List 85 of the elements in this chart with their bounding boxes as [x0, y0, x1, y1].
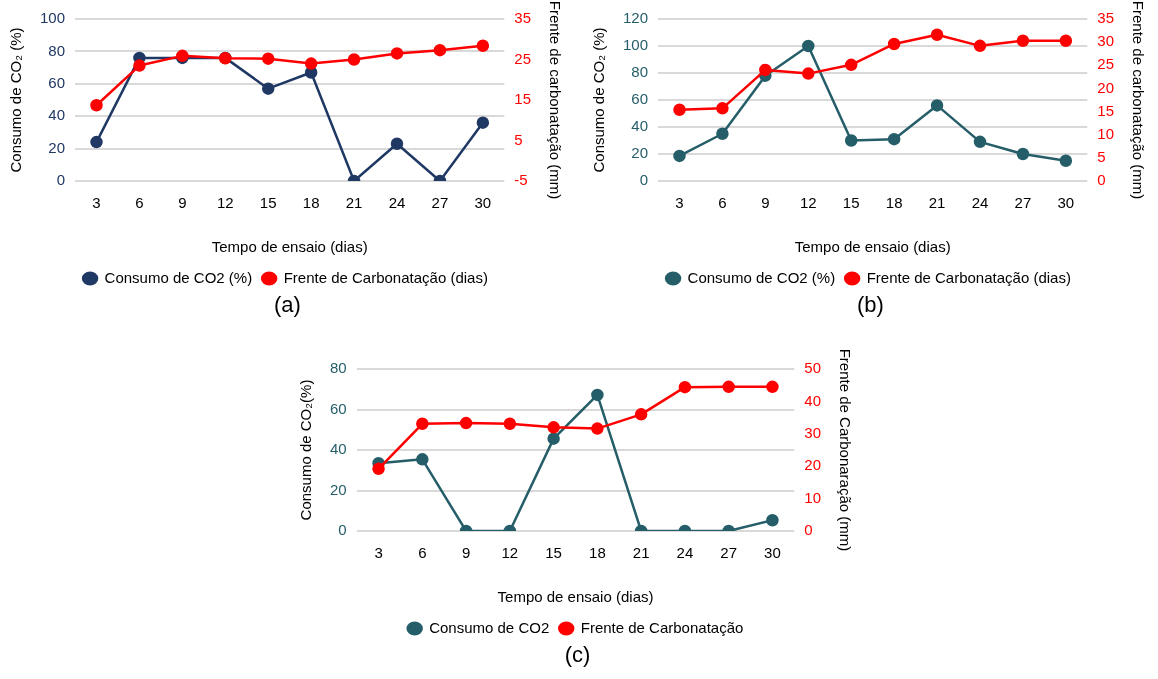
x-tick-label: 6	[135, 194, 144, 212]
y-tick-label: 100	[623, 36, 649, 54]
y-tick-label: 60	[330, 399, 347, 417]
text: (b)	[856, 292, 885, 318]
legend-label: Frente de Carbonatação (dias)	[866, 268, 1071, 286]
y2-tick-label: 50	[804, 359, 821, 377]
x-tick-label: 15	[259, 194, 277, 212]
y-tick-label: 0	[639, 171, 649, 189]
x-tick-label: 6	[418, 544, 427, 562]
y-tick-label: 80	[631, 63, 649, 81]
x-tick-label: 27	[720, 544, 738, 562]
x-tick-label: 9	[461, 544, 471, 562]
y-axis-title: Consumo de CO₂ (%)	[7, 27, 25, 173]
y2-tick-label: 10	[804, 488, 821, 506]
y-tick-label: 60	[631, 90, 649, 108]
y-tick-label: 40	[631, 117, 649, 135]
x-tick-label: 15	[842, 194, 860, 212]
y-tick-label: 40	[330, 440, 347, 458]
y2-tick-label: 25	[514, 49, 531, 67]
y2-tick-label: 5	[1097, 148, 1106, 165]
x-tick-label: 18	[589, 544, 606, 562]
x-tick-label: 18	[885, 194, 903, 212]
x-tick-label: 6	[718, 194, 727, 212]
y2-tick-label: 20	[1097, 78, 1114, 96]
x-tick-label: 24	[388, 194, 406, 212]
y2-tick-label: 10	[1097, 124, 1114, 142]
y-tick-label: 60	[48, 73, 66, 91]
y2-tick-label: 0	[804, 521, 813, 539]
x-tick-label: 18	[302, 194, 320, 212]
y2-axis-title: Frente de carbonatação (mm)	[1129, 0, 1147, 200]
y2-tick-label: 35	[514, 9, 531, 27]
x-tick-label: 30	[764, 544, 781, 562]
y2-axis-title: Frente de Carbonaração (mm)	[836, 348, 854, 552]
y2-tick-label: 30	[804, 423, 821, 441]
x-axis-title: Tempo de ensaio (dias)	[497, 588, 654, 606]
y2-tick-label: 0	[1097, 171, 1106, 189]
legend-label: Frente de Carbonatação (dias)	[283, 268, 488, 286]
y2-tick-label: 30	[1097, 32, 1114, 50]
x-tick-label: 12	[799, 194, 817, 212]
y2-tick-label: 25	[1097, 55, 1114, 73]
legend-label: Consumo de CO2 (%)	[104, 268, 253, 286]
text: (a)	[273, 292, 302, 318]
x-tick-label: 9	[761, 194, 770, 212]
y2-tick-label: 40	[804, 391, 821, 409]
x-tick-label: 3	[374, 544, 383, 562]
x-tick-label: 12	[501, 544, 519, 562]
y-axis-title: Consumo de CO₂ (%)	[590, 27, 608, 173]
y2-tick-label: 5	[514, 130, 523, 148]
y-tick-label: 20	[48, 138, 66, 156]
x-tick-label: 15	[545, 544, 562, 562]
x-axis-title: Tempo de ensaio (dias)	[211, 238, 368, 256]
x-tick-label: 12	[216, 194, 234, 212]
y-tick-label: 0	[56, 171, 66, 189]
y-tick-label: 100	[40, 9, 66, 27]
y2-tick-label: -5	[514, 171, 528, 189]
x-tick-label: 3	[92, 194, 101, 212]
legend-label: Consumo de CO2 (%)	[687, 268, 836, 286]
y-tick-label: 20	[631, 144, 649, 162]
legend-label: Consumo de CO2	[429, 618, 550, 636]
x-tick-label: 30	[474, 194, 492, 212]
x-tick-label: 21	[632, 544, 650, 562]
y-tick-label: 80	[48, 41, 66, 59]
x-tick-label: 21	[345, 194, 363, 212]
y-axis-title: Consumo de CO₂(%)	[297, 379, 315, 521]
x-tick-label: 27	[431, 194, 449, 212]
y-tick-label: 80	[330, 359, 347, 377]
y2-tick-label: 15	[1097, 101, 1114, 119]
y-tick-label: 120	[623, 9, 649, 27]
y2-tick-label: 35	[1097, 9, 1114, 27]
x-tick-label: 9	[178, 194, 187, 212]
text: (c)	[563, 642, 592, 668]
y-tick-label: 20	[330, 480, 347, 498]
y2-tick-label: 15	[514, 90, 531, 108]
x-tick-label: 30	[1057, 194, 1075, 212]
x-tick-label: 24	[676, 544, 694, 562]
x-tick-label: 24	[971, 194, 989, 212]
y-tick-label: 40	[48, 106, 66, 124]
y2-axis-title: Frente de carbonatação (mm)	[546, 0, 564, 200]
y2-tick-label: 20	[804, 456, 821, 474]
x-axis-title: Tempo de ensaio (dias)	[794, 238, 951, 256]
legend-label: Frente de Carbonatação	[580, 618, 744, 636]
x-tick-label: 21	[928, 194, 946, 212]
x-tick-label: 3	[675, 194, 684, 212]
x-tick-label: 27	[1014, 194, 1032, 212]
y-tick-label: 0	[338, 521, 347, 539]
